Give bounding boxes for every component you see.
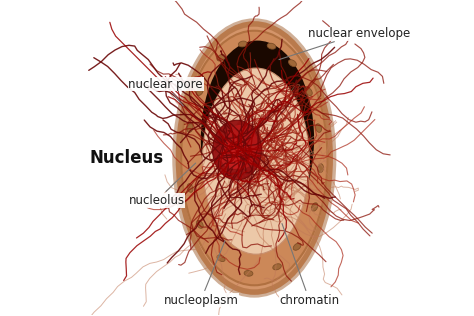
Ellipse shape (181, 31, 328, 285)
Text: Nucleus: Nucleus (89, 149, 163, 167)
Ellipse shape (289, 60, 296, 67)
Ellipse shape (196, 221, 203, 228)
Text: nucleolus: nucleolus (128, 163, 196, 207)
Text: nuclear envelope: nuclear envelope (279, 27, 410, 60)
Text: nuclear pore: nuclear pore (128, 77, 203, 106)
Ellipse shape (187, 124, 193, 132)
Ellipse shape (273, 264, 281, 270)
Ellipse shape (311, 203, 318, 211)
Text: chromatin: chromatin (279, 223, 339, 307)
Ellipse shape (196, 88, 203, 95)
Ellipse shape (316, 124, 321, 132)
Ellipse shape (219, 137, 248, 169)
Ellipse shape (221, 125, 259, 169)
Ellipse shape (293, 243, 301, 250)
Ellipse shape (318, 164, 323, 173)
Ellipse shape (217, 255, 225, 262)
Text: nucleoplasm: nucleoplasm (164, 241, 238, 307)
Ellipse shape (305, 88, 312, 95)
Ellipse shape (202, 68, 310, 254)
Ellipse shape (213, 120, 261, 180)
Ellipse shape (176, 21, 333, 295)
Ellipse shape (267, 43, 276, 49)
Ellipse shape (244, 270, 253, 276)
Ellipse shape (238, 41, 247, 47)
Ellipse shape (187, 184, 193, 192)
Ellipse shape (201, 40, 314, 238)
Ellipse shape (217, 54, 225, 61)
